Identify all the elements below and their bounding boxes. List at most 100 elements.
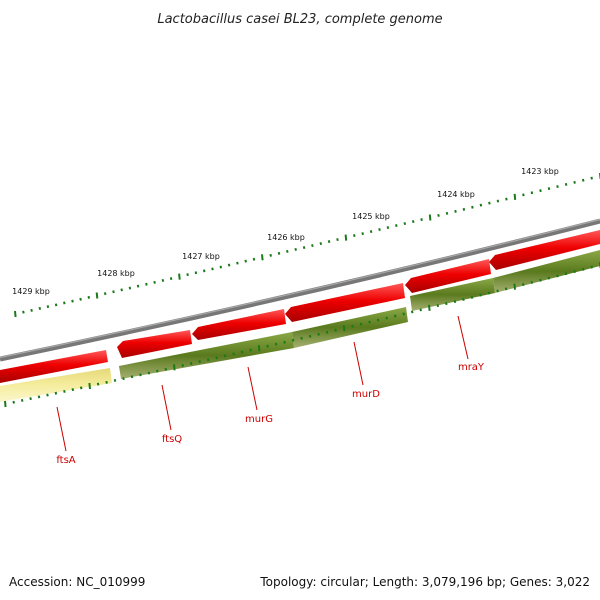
outer-scale-tick: [128, 286, 132, 290]
outer-scale-tick: [590, 176, 593, 180]
inner-scale-tick: [257, 345, 261, 352]
gene-labels: ftsA ftsQ murG murD mraY: [56, 362, 485, 466]
inner-scale-tick: [342, 325, 346, 332]
inner-scale-tick: [12, 400, 15, 404]
forward-gene-4[interactable]: [285, 283, 405, 322]
inner-scale-tick: [581, 267, 585, 271]
outer-scale-tick: [112, 290, 115, 294]
outer-scale-tick: [327, 240, 331, 244]
reverse-gene-ftsQ[interactable]: [119, 332, 294, 379]
inner-scale-tick: [530, 280, 534, 284]
inner-scale-tick: [4, 400, 7, 408]
scale-label-1427: 1427 kbp: [182, 252, 220, 261]
gene-label-murD[interactable]: murD: [352, 389, 380, 400]
outer-scale-tick: [386, 226, 390, 230]
leader-murD: [353, 341, 364, 386]
inner-scale-tick: [79, 386, 83, 390]
inner-scale-tick: [283, 340, 286, 344]
outer-scale-tick: [219, 265, 223, 269]
inner-scale-tick: [513, 283, 516, 290]
inner-scale-tick: [573, 270, 576, 274]
outer-scale-tick: [547, 187, 551, 191]
outer-scale-tick: [420, 218, 423, 222]
inner-scale-tick: [249, 348, 252, 352]
inner-scale-tick: [504, 287, 508, 291]
inner-scale-tick: [206, 358, 210, 362]
leader-murG: [247, 366, 258, 411]
map-title: Lactobacillus casei BL23, complete genom…: [157, 12, 442, 27]
outer-scale-tick: [38, 306, 42, 310]
forward-gene-2[interactable]: [117, 330, 192, 358]
outer-scale-tick: [294, 247, 297, 251]
outer-scale-ticks: [14, 173, 600, 318]
reverse-gene-murG-murD[interactable]: [292, 307, 408, 348]
forward-gene-3[interactable]: [192, 309, 286, 340]
gene-label-ftsQ[interactable]: ftsQ: [162, 434, 182, 445]
inner-scale-tick: [54, 391, 58, 395]
outer-scale-tick: [344, 234, 348, 241]
outer-scale-tick: [71, 299, 74, 303]
outer-scale-tick: [302, 246, 306, 250]
outer-scale-tick: [471, 205, 474, 209]
outer-scale-tick: [30, 308, 33, 312]
inner-scale-tick: [181, 363, 184, 367]
gene-label-ftsA[interactable]: ftsA: [56, 455, 75, 466]
inner-scale-tick: [351, 324, 354, 328]
outer-scale-tick: [153, 280, 156, 284]
outer-scale-tick: [336, 238, 339, 242]
outer-scale-tick: [319, 242, 323, 246]
forward-gene-6[interactable]: [489, 230, 600, 270]
inner-scale-tick: [445, 302, 448, 306]
outer-scale-tick: [496, 199, 500, 203]
outer-scale-tick: [194, 271, 198, 275]
inner-scale-tick: [376, 318, 380, 322]
reverse-gene-mraY[interactable]: [410, 278, 495, 311]
outer-scale-tick: [462, 207, 466, 211]
outer-scale-tick: [63, 301, 66, 305]
inner-scale-tick: [20, 398, 24, 402]
inner-scale-tick: [359, 322, 363, 326]
forward-gene-5[interactable]: [405, 259, 491, 293]
outer-scale-tick: [403, 222, 407, 226]
inner-scale-tick: [122, 377, 125, 381]
outer-scale-tick: [411, 220, 415, 224]
reverse-gene-ftsA[interactable]: [0, 368, 112, 402]
reverse-gene-next[interactable]: [493, 250, 600, 293]
accession-text: Accession: NC_010999: [9, 575, 145, 589]
scale-labels: 1423 kbp 1424 kbp 1425 kbp 1426 kbp 1427…: [12, 167, 559, 296]
outer-scale-tick: [261, 254, 264, 261]
inner-scale-tick: [564, 272, 568, 276]
inner-scale-tick: [436, 304, 440, 308]
inner-scale-tick: [63, 389, 66, 393]
inner-scale-tick: [479, 293, 482, 297]
gene-label-murG[interactable]: murG: [245, 414, 273, 425]
scale-label-1429: 1429 kbp: [12, 287, 50, 296]
inner-scale-tick: [402, 312, 405, 316]
outer-scale-tick: [202, 269, 206, 273]
outer-scale-tick: [353, 234, 356, 238]
outer-scale-tick: [573, 180, 576, 184]
inner-scale-tick: [393, 314, 397, 318]
outer-scale-tick: [395, 224, 398, 228]
outer-scale-tick: [269, 253, 272, 257]
leader-ftsQ: [161, 384, 172, 431]
inner-scale-tick: [130, 375, 134, 379]
outer-scale-tick: [581, 178, 585, 182]
outer-scale-tick: [54, 303, 58, 307]
inner-scale-tick: [223, 354, 227, 358]
outer-scale-tick: [428, 214, 432, 221]
inner-scale-tick: [470, 295, 474, 299]
outer-scale-tick: [161, 278, 165, 282]
gene-label-mraY[interactable]: mraY: [458, 362, 485, 373]
scale-label-1424: 1424 kbp: [437, 190, 475, 199]
forward-gene-1[interactable]: [0, 350, 108, 383]
outer-scale-tick: [252, 257, 256, 261]
genome-backbone: [0, 218, 600, 362]
outer-scale-tick: [145, 282, 148, 286]
scale-label-1428: 1428 kbp: [97, 269, 135, 278]
inner-scale-tick: [539, 278, 542, 282]
inner-scale-tick: [105, 380, 108, 384]
outer-scale-tick: [95, 292, 99, 299]
outer-scale-tick: [361, 232, 364, 236]
